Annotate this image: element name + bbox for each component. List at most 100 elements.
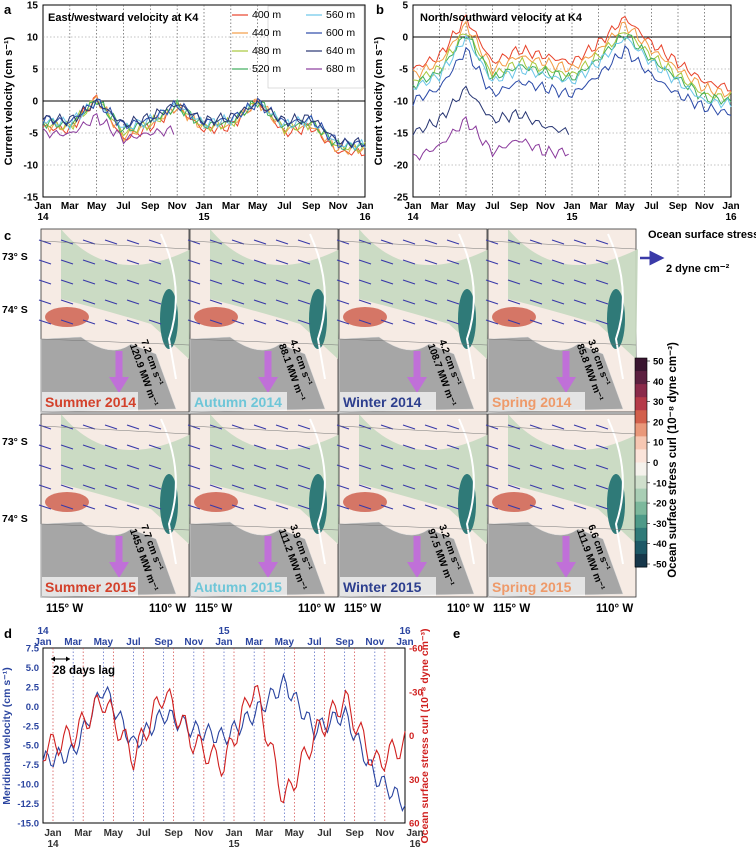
y-tick-label: 5 — [32, 65, 38, 76]
stress-vector — [253, 424, 267, 430]
stress-vector — [446, 464, 460, 470]
transport-arrow — [115, 351, 123, 377]
stress-vector — [573, 464, 587, 470]
lat-gridline — [487, 338, 637, 346]
front-contour — [607, 233, 624, 380]
panel-b: b North/southward velocity at K4 -25-20-… — [373, 1, 740, 224]
stress-vector — [573, 484, 587, 490]
lat-gridline — [189, 338, 339, 346]
stress-vector — [60, 239, 74, 245]
series-line-480m — [42, 100, 366, 153]
transport-arrowhead — [258, 562, 278, 578]
stress-vector — [126, 239, 140, 245]
stress-vector — [231, 424, 245, 430]
lat-gridline — [338, 240, 488, 250]
x-tick-label: Jan — [563, 201, 580, 212]
series-line-560m — [412, 34, 732, 109]
stress-vector — [38, 239, 52, 245]
stress-vector — [60, 504, 74, 510]
panel-b-ylabel: Current velocity (cm s⁻¹) — [373, 36, 385, 165]
left-y-tick-label: -5.0 — [23, 741, 39, 752]
stress-vector — [380, 464, 394, 470]
stress-vector — [507, 464, 521, 470]
y-tick-label: -5 — [29, 129, 38, 140]
left-y-tick-label: -7.5 — [23, 760, 40, 771]
top-x-tick-label: Nov — [365, 637, 384, 648]
curl-negative-region — [359, 414, 489, 544]
y-tick-label: 5 — [402, 1, 408, 12]
stress-vector — [507, 279, 521, 285]
stress-vector — [60, 299, 74, 305]
y-tick-label: -20 — [394, 161, 409, 172]
season-label-bg — [340, 577, 436, 596]
stress-vector — [187, 259, 201, 265]
stress-vector — [231, 484, 245, 490]
x-tick-label: Sep — [669, 201, 687, 212]
left-y-tick-label: -12.5 — [17, 799, 39, 810]
stress-vector — [358, 299, 372, 305]
stress-vector — [60, 424, 74, 430]
stress-vector — [507, 424, 521, 430]
stress-vector — [231, 464, 245, 470]
transport-arrow — [264, 536, 272, 562]
stress-vector — [529, 299, 543, 305]
lon-label: 110° W — [447, 603, 484, 615]
panel-e-letter: e — [453, 626, 460, 641]
stress-legend-scale: 2 dyne cm⁻² — [666, 263, 730, 275]
lag-annotation: 28 days lag — [53, 665, 115, 677]
stress-vector — [529, 259, 543, 265]
stress-vector — [253, 504, 267, 510]
season-label-bg — [191, 392, 287, 411]
panel-d-top-xticks: Jan Mar May Jul Sep Nov Jan Mar May Jul Sep Nov Jan1… — [34, 626, 413, 648]
meridional-velocity-line — [42, 672, 406, 812]
stress-vector — [424, 464, 438, 470]
stress-vector — [231, 299, 245, 305]
stress-vector — [209, 464, 223, 470]
stress-vector — [297, 259, 311, 265]
colorbar-swatch — [635, 501, 647, 516]
stress-vector — [253, 319, 267, 325]
season-label: Autumn 2015 — [194, 579, 282, 595]
stress-vector — [402, 319, 416, 325]
lat-gridline — [189, 425, 339, 435]
y-tick-label: -15 — [24, 193, 39, 204]
colorbar-swatch — [635, 358, 647, 372]
year-label: 16 — [359, 212, 371, 223]
x-tick-label: Sep — [141, 201, 159, 212]
lon-label: 110° W — [149, 603, 186, 615]
stress-vector — [275, 444, 289, 450]
colorbar-tick-label: 0 — [653, 458, 658, 469]
top-year-label: 16 — [399, 626, 411, 637]
lat-gridline — [338, 523, 488, 531]
y-tick-label: -10 — [394, 97, 409, 108]
lat-gridline — [338, 338, 488, 346]
curl-positive-region — [492, 492, 536, 512]
lat-gridline — [189, 240, 339, 250]
right-y-tick-label: 0 — [409, 731, 414, 742]
stress-vector — [595, 444, 609, 450]
front-contour — [309, 418, 326, 565]
season-label-bg — [340, 392, 436, 411]
stress-vector — [82, 299, 96, 305]
colorbar-swatch — [635, 449, 647, 463]
top-x-tick-label: Sep — [154, 637, 172, 648]
stress-vector — [507, 239, 521, 245]
stress-vector — [380, 299, 394, 305]
colorbar-swatch — [635, 475, 647, 490]
stress-vector — [126, 299, 140, 305]
x-tick-label: Jul — [116, 201, 131, 212]
x-tick-label: Jan — [404, 201, 421, 212]
stress-vector — [231, 239, 245, 245]
panel-a-letter: a — [4, 2, 12, 17]
top-x-tick-label: May — [275, 637, 295, 648]
stress-vector — [82, 279, 96, 285]
stress-vector — [209, 319, 223, 325]
stress-vector — [38, 259, 52, 265]
stress-vector — [38, 319, 52, 325]
lon-label: 115° W — [493, 603, 530, 615]
y-tick-label: -5 — [399, 65, 408, 76]
